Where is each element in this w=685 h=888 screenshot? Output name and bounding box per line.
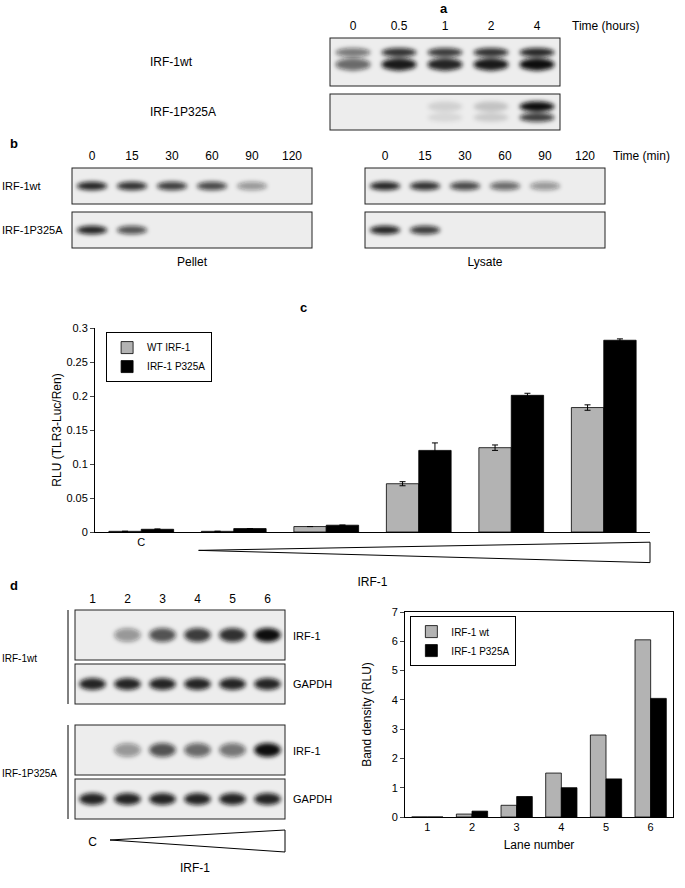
svg-text:0.15: 0.15 (66, 424, 87, 436)
svg-text:15: 15 (125, 149, 139, 163)
svg-text:60: 60 (205, 149, 219, 163)
svg-text:IRF-1P325A: IRF-1P325A (2, 224, 63, 236)
svg-text:0.25: 0.25 (66, 356, 87, 368)
svg-text:RLU (TLR3-Luc/Ren): RLU (TLR3-Luc/Ren) (50, 373, 64, 486)
svg-text:0: 0 (82, 526, 88, 538)
svg-text:Lysate: Lysate (468, 255, 503, 269)
svg-text:GAPDH: GAPDH (293, 793, 332, 805)
svg-text:0: 0 (89, 149, 96, 163)
svg-text:120: 120 (282, 149, 302, 163)
svg-text:6: 6 (392, 635, 398, 647)
svg-text:b: b (10, 136, 18, 151)
svg-text:Band density (RLU): Band density (RLU) (360, 662, 374, 767)
svg-text:GAPDH: GAPDH (293, 678, 332, 690)
svg-text:0.3: 0.3 (73, 322, 88, 334)
svg-text:5: 5 (392, 664, 398, 676)
svg-text:1: 1 (424, 821, 430, 833)
svg-text:3: 3 (514, 821, 520, 833)
svg-text:IRF-1: IRF-1 (293, 745, 321, 757)
svg-text:IRF-1: IRF-1 (180, 861, 210, 875)
svg-text:6: 6 (648, 821, 654, 833)
svg-text:IRF-1 wt: IRF-1 wt (451, 627, 489, 638)
svg-text:0: 0 (350, 19, 357, 33)
svg-text:IRF-1: IRF-1 (293, 630, 321, 642)
svg-text:5: 5 (229, 592, 236, 606)
svg-text:Lane number: Lane number (504, 838, 575, 852)
svg-text:30: 30 (165, 149, 179, 163)
svg-text:Time (min): Time (min) (613, 149, 670, 163)
svg-text:5: 5 (603, 821, 609, 833)
svg-text:C: C (137, 536, 145, 548)
svg-text:7: 7 (392, 606, 398, 618)
svg-text:IRF-1P325A: IRF-1P325A (2, 768, 57, 779)
svg-text:4: 4 (194, 592, 201, 606)
svg-text:c: c (300, 300, 307, 315)
svg-text:IRF-1wt: IRF-1wt (150, 55, 193, 69)
svg-text:4: 4 (558, 821, 564, 833)
svg-text:15: 15 (418, 149, 432, 163)
svg-text:3: 3 (159, 592, 166, 606)
svg-text:2: 2 (124, 592, 131, 606)
svg-text:IRF-1: IRF-1 (358, 575, 388, 589)
svg-text:4: 4 (392, 694, 398, 706)
svg-text:IRF-1P325A: IRF-1P325A (150, 105, 216, 119)
svg-text:0.1: 0.1 (73, 458, 88, 470)
svg-text:Pellet: Pellet (177, 255, 208, 269)
svg-text:1: 1 (442, 19, 449, 33)
svg-text:2: 2 (392, 752, 398, 764)
svg-text:WT IRF-1: WT IRF-1 (147, 342, 191, 353)
svg-text:60: 60 (498, 149, 512, 163)
svg-text:3: 3 (392, 723, 398, 735)
svg-text:IRF-1wt: IRF-1wt (2, 653, 37, 664)
svg-text:30: 30 (458, 149, 472, 163)
svg-text:90: 90 (245, 149, 259, 163)
svg-text:C: C (88, 835, 97, 849)
svg-text:a: a (440, 1, 448, 16)
svg-text:1: 1 (392, 782, 398, 794)
svg-text:0.2: 0.2 (73, 390, 88, 402)
svg-text:1: 1 (89, 592, 96, 606)
svg-text:6: 6 (264, 592, 271, 606)
svg-text:Time (hours): Time (hours) (572, 19, 640, 33)
svg-text:4: 4 (534, 19, 541, 33)
svg-text:0: 0 (392, 811, 398, 823)
svg-text:120: 120 (575, 149, 595, 163)
svg-text:IRF-1 P325A: IRF-1 P325A (147, 361, 205, 372)
svg-text:IRF-1 P325A: IRF-1 P325A (451, 646, 509, 657)
svg-text:0.5: 0.5 (391, 19, 408, 33)
svg-text:0: 0 (382, 149, 389, 163)
svg-text:90: 90 (538, 149, 552, 163)
svg-text:2: 2 (469, 821, 475, 833)
svg-text:d: d (10, 578, 18, 593)
svg-text:IRF-1wt: IRF-1wt (2, 180, 41, 192)
svg-text:0.05: 0.05 (66, 492, 87, 504)
svg-text:2: 2 (488, 19, 495, 33)
